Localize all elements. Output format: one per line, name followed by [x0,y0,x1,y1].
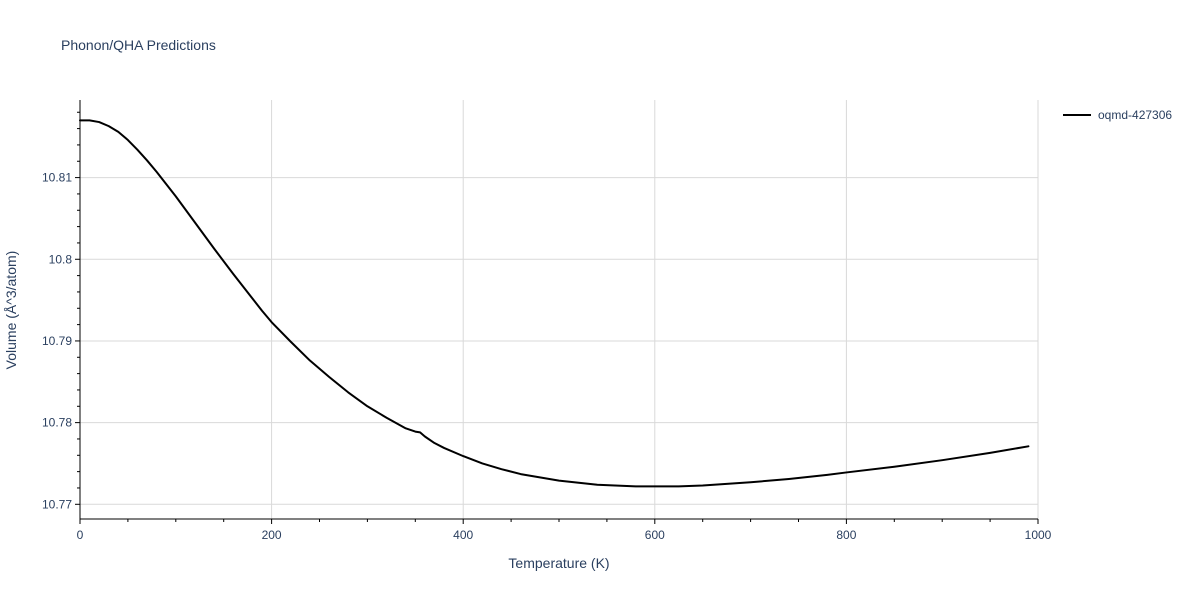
y-axis-title: Volume (Å^3/atom) [3,251,19,370]
y-tick-label: 10.79 [42,334,72,348]
series-line[interactable] [79,119,1030,488]
y-tick-label: 10.8 [49,252,73,266]
legend[interactable]: oqmd-427306 [1063,108,1172,122]
grid-lines [80,100,1039,519]
x-tick-label: 800 [836,528,856,542]
x-tick-label: 200 [262,528,282,542]
y-tick-label: 10.81 [42,171,72,185]
axes: 0 200 400 600 800 1000 10.77 10.78 10.79 10.8 10.8… [42,100,1052,542]
x-tick-label: 1000 [1025,528,1052,542]
x-tick-label: 400 [453,528,473,542]
legend-label: oqmd-427306 [1098,108,1172,122]
y-tick-label: 10.78 [42,416,72,430]
x-tick-label: 0 [77,528,84,542]
series-layer [79,119,1030,488]
x-tick-label: 600 [645,528,665,542]
x-axis-title: Temperature (K) [508,555,609,571]
chart-title: Phonon/QHA Predictions [61,37,216,53]
y-tick-label: 10.77 [42,497,72,511]
